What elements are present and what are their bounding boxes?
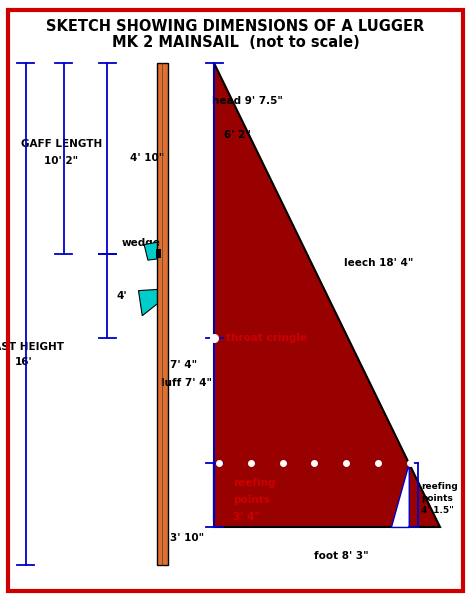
Text: points: points [422, 494, 454, 503]
Text: foot 8' 3": foot 8' 3" [314, 551, 369, 562]
Text: 3' 10": 3' 10" [170, 533, 204, 543]
Text: MAST HEIGHT: MAST HEIGHT [0, 342, 64, 352]
Polygon shape [144, 242, 157, 260]
Text: luff 7' 4": luff 7' 4" [161, 378, 212, 388]
Polygon shape [138, 289, 157, 316]
Text: 6' 2": 6' 2" [224, 130, 251, 139]
Bar [157, 63, 168, 565]
Text: GAFF LENGTH: GAFF LENGTH [21, 139, 102, 148]
Text: head 9' 7.5": head 9' 7.5" [212, 96, 283, 106]
Text: 3' 4": 3' 4" [233, 512, 260, 522]
Text: 4' 10": 4' 10" [130, 154, 164, 163]
Text: points: points [233, 495, 270, 505]
Text: leech 18' 4": leech 18' 4" [344, 258, 413, 268]
Text: 4': 4' [117, 291, 128, 301]
Text: SKETCH SHOWING DIMENSIONS OF A LUGGER: SKETCH SHOWING DIMENSIONS OF A LUGGER [46, 19, 425, 34]
Text: wedge: wedge [122, 239, 161, 248]
Text: MK 2 MAINSAIL  (not to scale): MK 2 MAINSAIL (not to scale) [112, 35, 359, 50]
Text: 4' 1.5": 4' 1.5" [422, 506, 455, 515]
Text: reefing: reefing [233, 478, 276, 489]
Polygon shape [391, 463, 409, 527]
Text: 16': 16' [15, 357, 32, 367]
Text: 10' 2": 10' 2" [44, 157, 78, 166]
Text: 7' 4": 7' 4" [170, 360, 197, 370]
Text: throat cringle: throat cringle [226, 333, 307, 343]
Text: reefing: reefing [422, 482, 458, 491]
Bar [156, 249, 161, 258]
Polygon shape [214, 63, 440, 527]
